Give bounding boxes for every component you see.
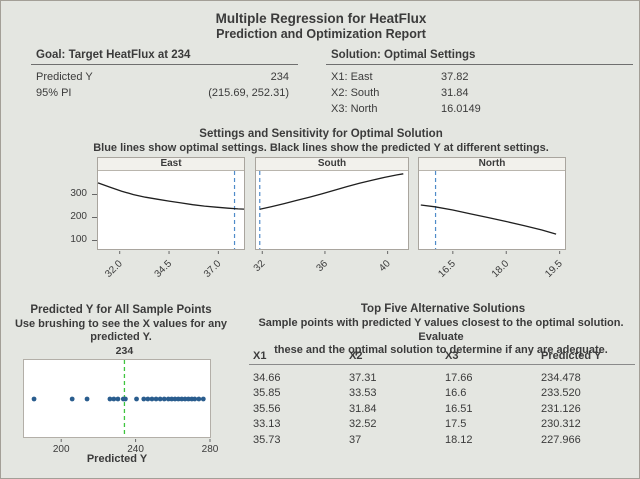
table-row: 35.56 31.84 16.51 231.126 <box>253 402 637 417</box>
alternatives-title: Top Five Alternative Solutions <box>360 303 526 315</box>
svg-text:32.0: 32.0 <box>103 258 125 280</box>
east-sensitivity-chart <box>97 171 245 249</box>
table-cell: 17.66 <box>445 372 473 384</box>
table-cell: 35.56 <box>253 402 281 415</box>
predicted-y-dotplot[interactable] <box>24 360 210 437</box>
y-tick-mark <box>92 216 97 218</box>
y-tick-label: 200 <box>70 211 87 223</box>
table-cell: 227.966 <box>541 433 581 446</box>
table-row: 34.66 37.31 17.66 234.478 <box>253 371 637 386</box>
sample-points-subtitle-line1: Use brushing to see the X values for any <box>14 318 228 330</box>
table-cell: 16.51 <box>445 402 473 415</box>
goal-header: Goal: Target HeatFlux at 234 <box>36 49 191 61</box>
svg-text:36: 36 <box>314 258 330 274</box>
alternatives-subtitle: Sample points with predicted Y values cl… <box>241 317 639 358</box>
table-cell: 17.5 <box>445 418 467 431</box>
column-header-x1: X1 <box>253 350 267 362</box>
column-header-x2: X2 <box>349 350 363 362</box>
svg-text:200: 200 <box>53 444 70 455</box>
column-header-x3: X3 <box>445 350 459 362</box>
alternatives-divider <box>249 364 635 365</box>
south-sensitivity-chart <box>259 171 404 249</box>
solution-divider <box>326 64 633 65</box>
report-title: Multiple Regression for HeatFlux <box>215 11 427 26</box>
alternatives-subtitle-line1: Sample points with predicted Y values cl… <box>258 317 624 343</box>
x3-value: 16.0149 <box>441 103 481 115</box>
table-cell: 18.12 <box>445 433 473 446</box>
table-cell: 233.520 <box>541 387 581 400</box>
solution-header: Solution: Optimal Settings <box>331 49 476 61</box>
y-tick-mark <box>92 193 97 195</box>
sample-points-subtitle: Use brushing to see the X values for any… <box>3 318 239 344</box>
sensitivity-title: Settings and Sensitivity for Optimal Sol… <box>199 128 443 140</box>
panel-title-north: North <box>419 158 565 171</box>
svg-text:37.0: 37.0 <box>202 258 224 280</box>
sensitivity-panel-south: South <box>255 157 409 250</box>
y-tick-mark <box>92 239 97 241</box>
svg-text:16.5: 16.5 <box>436 258 458 280</box>
column-header-predicted-y: Predicted Y <box>541 350 602 362</box>
table-cell: 33.53 <box>349 387 377 400</box>
predicted-y-label: Predicted Y <box>36 71 93 83</box>
table-cell: 231.126 <box>541 402 581 415</box>
table-cell: 37 <box>349 433 362 446</box>
pi-label: 95% PI <box>36 87 72 99</box>
pi-value: (215.69, 252.31) <box>208 87 289 99</box>
svg-text:32: 32 <box>252 258 268 274</box>
table-cell: 234.478 <box>541 372 581 384</box>
y-tick-label: 100 <box>70 234 87 246</box>
report-subtitle: Prediction and Optimization Report <box>216 27 426 41</box>
north-axis-ticks: 16.5 18.0 19.5 <box>436 251 565 280</box>
sample-points-subtitle-line2: predicted Y. <box>90 331 152 343</box>
table-cell: 37.31 <box>349 372 377 384</box>
dotplot-x-axis-label: Predicted Y <box>86 453 148 465</box>
alternatives-table-header: X1 X2 X3 Predicted Y <box>253 350 637 362</box>
x2-label: X2: South <box>331 87 380 99</box>
table-cell: 32.52 <box>349 418 377 431</box>
dotplot-axis-ticks: 200 240 280 <box>53 439 219 455</box>
x3-label: X3: North <box>331 103 378 115</box>
svg-text:240: 240 <box>127 444 144 455</box>
table-row: 35.85 33.53 16.6 233.520 <box>253 386 637 401</box>
y-tick-label: 300 <box>70 188 87 200</box>
svg-text:34.5: 34.5 <box>153 258 175 280</box>
dotplot-frame <box>23 359 211 438</box>
predicted-y-value: 234 <box>270 71 289 83</box>
table-cell: 34.66 <box>253 372 281 384</box>
svg-text:18.0: 18.0 <box>490 258 512 280</box>
east-axis-ticks: 32.0 34.5 37.0 <box>103 251 224 280</box>
target-value-label: 234 <box>115 345 134 357</box>
x1-label: X1: East <box>331 71 373 83</box>
alternatives-subtitle-line2: these and the optimal solution to determ… <box>274 344 608 356</box>
north-sensitivity-chart <box>420 171 557 249</box>
x1-value: 37.82 <box>441 71 469 83</box>
table-cell: 16.6 <box>445 387 467 400</box>
sensitivity-panel-north: North <box>418 157 566 250</box>
panel-title-south: South <box>256 158 408 171</box>
table-row: 33.13 32.52 17.5 230.312 <box>253 417 637 432</box>
table-cell: 33.13 <box>253 418 281 431</box>
svg-text:19.5: 19.5 <box>543 258 565 280</box>
alternatives-rows: 34.66 37.31 17.66 234.478 35.85 33.53 16.6 233.… <box>253 371 637 448</box>
table-row: 35.73 37 18.12 227.966 <box>253 433 637 448</box>
south-axis-ticks: 32 36 40 <box>252 251 393 274</box>
table-cell: 35.85 <box>253 387 281 400</box>
svg-text:40: 40 <box>377 258 393 274</box>
sensitivity-subtitle: Blue lines show optimal settings. Black … <box>93 142 549 154</box>
svg-text:280: 280 <box>202 444 219 455</box>
table-cell: 35.73 <box>253 433 281 446</box>
goal-divider <box>31 64 298 65</box>
sample-points-title: Predicted Y for All Sample Points <box>30 304 212 316</box>
x2-value: 31.84 <box>441 87 469 99</box>
panel-title-east: East <box>98 158 244 171</box>
table-cell: 230.312 <box>541 418 581 431</box>
sensitivity-panel-east: East <box>97 157 245 250</box>
table-cell: 31.84 <box>349 402 377 415</box>
